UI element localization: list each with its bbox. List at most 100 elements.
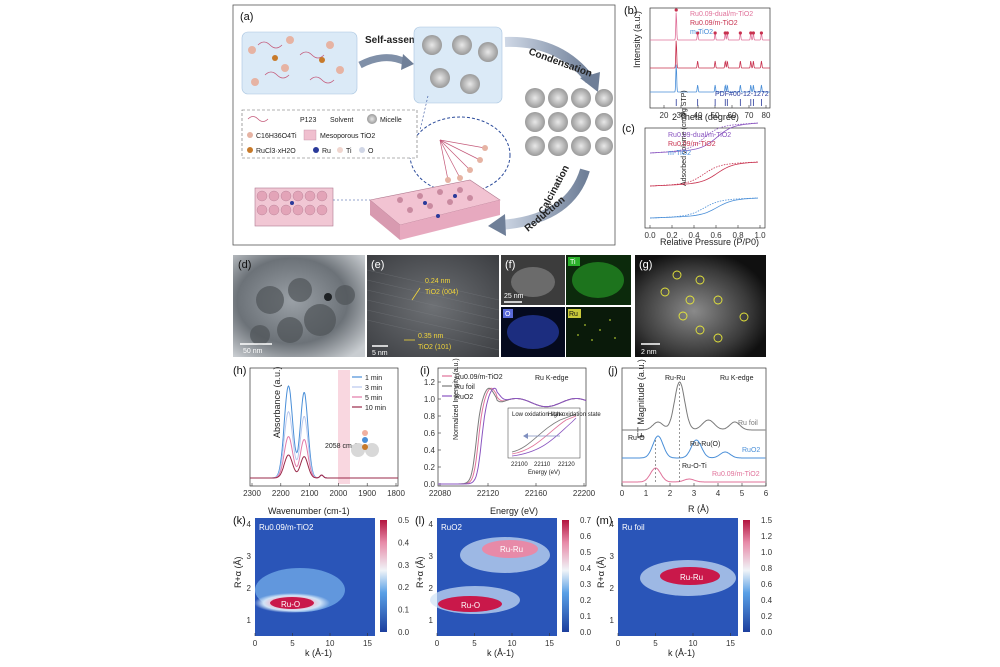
bet-desorption-line <box>649 122 759 154</box>
drifts-legend-2: 3 min <box>365 385 382 392</box>
xanes-xtick-label: 22200 <box>573 489 596 498</box>
drifts-xtick-label: 2200 <box>272 489 290 498</box>
xrd-series-line <box>650 64 770 93</box>
xrd-peak-marker <box>725 31 729 35</box>
panel-b-xrd: (b) Intensity (a.u.) 2 Theta (degree) 20… <box>624 5 771 122</box>
wt-m-colorbar-label: 0.2 <box>761 612 773 621</box>
xanes-series-line <box>438 387 587 485</box>
panel-label-k: (k) <box>233 515 246 527</box>
xrd-xtick-label: 70 <box>745 111 754 120</box>
fringe-label-2: 0.35 nm <box>418 333 443 340</box>
xanes-ytick-label: 0.2 <box>424 463 436 472</box>
legend-micelle: Micelle <box>380 117 402 124</box>
legend-rucl3: RuCl3·xH2O <box>256 148 296 155</box>
legend-solvent: Solvent <box>330 117 353 124</box>
panel-j-exafs: (j) FT Magnitude (a.u.) R (Å) Ru K-edge … <box>608 359 769 514</box>
bet-legend-3: m-TiO2 <box>668 150 691 157</box>
xrd-reference: PDF#00-12-1272 <box>715 91 769 98</box>
xanes-ytick-label: 0.0 <box>424 480 436 489</box>
mesoporous-tio2-slab <box>369 179 501 240</box>
wt-k-xtick-label: 15 <box>363 639 372 648</box>
drifts-xtick-label: 1900 <box>358 489 376 498</box>
xanes-legend: Ru0.09/m-TiO2 Ru foil RuO2 <box>442 374 503 401</box>
wt-l-colorbar-label: 0.0 <box>580 628 592 637</box>
panel-label-e: (e) <box>371 259 384 271</box>
wt-k-colorbar-label: 0.2 <box>398 583 410 592</box>
plane-label-2: TiO2 (101) <box>418 344 451 351</box>
panel-m-wt: (m) Ru foil Ru-Ru 0 5 10 15 1 2 3 4 R+α (Å) k (Å-… <box>596 515 773 658</box>
bet-xtick-label: 0.2 <box>666 231 678 240</box>
exafs-ylabel: FT Magnitude (a.u.) <box>636 359 646 438</box>
panel-a-schematic: (a) Self-assembly Condensation <box>232 4 616 246</box>
xanes-xlabel: Energy (eV) <box>490 506 538 516</box>
xanes-legend-1: Ru0.09/m-TiO2 <box>455 374 503 381</box>
wt-m-ytick-label: 1 <box>610 616 615 625</box>
wt-k-xtick-label: 5 <box>290 639 295 648</box>
wt-m-xtick-label: 15 <box>726 639 735 648</box>
inset-low: Low oxidation state <box>512 412 564 418</box>
wt-l-ytick-label: 4 <box>429 520 434 529</box>
precursor-solution-box <box>241 31 358 95</box>
wt-k-feature: Ru-O <box>281 600 300 609</box>
xrd-peak-marker <box>696 31 700 35</box>
panel-label-f: (f) <box>505 259 515 271</box>
exafs-xtick-label: 5 <box>740 489 745 498</box>
legend-p123: P123 <box>300 117 316 124</box>
wt-k-xtick-label: 10 <box>326 639 335 648</box>
drifts-ylabel: Absorbance (a.u.) <box>272 366 282 438</box>
micelle-zoom <box>409 116 511 194</box>
xanes-ytick-label: 1.2 <box>424 378 436 387</box>
wt-l-map <box>437 518 557 636</box>
xrd-series-line <box>650 40 770 69</box>
bet-ylabel: Adsorbed volume (cm3/g STP) <box>681 90 688 186</box>
wt-k-colorbar-label: 0.4 <box>398 538 410 547</box>
bet-legend-1: Ru0.09-dual/m-TiO2 <box>668 132 731 139</box>
plane-label-1: TiO2 (004) <box>425 289 458 296</box>
wt-m-xlabel: k (Å-1) <box>668 648 695 658</box>
xanes-ytick-label: 0.4 <box>424 446 436 455</box>
drifts-legend-1: 1 min <box>365 375 382 382</box>
panel-label-d: (d) <box>238 259 251 271</box>
panel-label-c: (c) <box>622 123 635 135</box>
arrow-condensation <box>504 36 594 84</box>
wt-l-ylabel: R+α (Å) <box>415 557 425 588</box>
wt-k-ytick-label: 4 <box>247 520 252 529</box>
wt-m-feature: Ru-Ru <box>680 573 703 582</box>
xrd-xtick-label: 80 <box>762 111 771 120</box>
arrow-self-assembly <box>358 54 407 69</box>
band-highlight-2058 <box>338 370 350 484</box>
schematic-legend <box>241 109 418 159</box>
exafs-anno-ru-o: Ru-O <box>628 435 645 442</box>
xrd-peak-marker <box>751 31 755 35</box>
xrd-xtick-label: 20 <box>660 111 669 120</box>
wt-l-sample: RuO2 <box>441 523 462 532</box>
exafs-xtick-label: 6 <box>764 489 769 498</box>
pore-channel-model <box>254 187 370 227</box>
exafs-anno-ru-ru-o: Ru-Ru(O) <box>690 441 720 448</box>
wt-k-colorbar-label: 0.0 <box>398 628 410 637</box>
legend-o: O <box>368 148 374 155</box>
drifts-xtick-label: 2000 <box>330 489 348 498</box>
inset-xlabel: Energy (eV) <box>528 470 560 476</box>
wt-l-colorbar-label: 0.2 <box>580 596 592 605</box>
xrd-xtick-label: 50 <box>711 111 720 120</box>
eds-o-tag: O <box>505 311 511 318</box>
xrd-ylabel: Intensity (a.u.) <box>632 11 642 68</box>
panel-label-b: (b) <box>624 5 637 17</box>
panel-h-drifts: (h) 2058 cm-1 Absorbance (a.u.) Wavenumb… <box>233 365 405 516</box>
wt-l-xtick-label: 5 <box>472 639 477 648</box>
exafs-anno-ru-ru: Ru-Ru <box>665 375 685 382</box>
wt-m-ylabel: R+α (Å) <box>596 557 606 588</box>
wt-m-colorbar-label: 0.8 <box>761 564 773 573</box>
wt-l-xtick-label: 10 <box>508 639 517 648</box>
wt-k-sample: Ru0.09/m-TiO2 <box>259 523 314 532</box>
panel-label-l: (l) <box>415 515 425 527</box>
bet-legend-2: Ru0.09/m-TiO2 <box>668 141 716 148</box>
exafs-xtick-label: 2 <box>668 489 673 498</box>
exafs-series-line <box>622 435 766 459</box>
xrd-legend-1: Ru0.09-dual/m-TiO2 <box>690 11 753 18</box>
wt-l-colorbar-label: 0.5 <box>580 548 592 557</box>
xanes-ylabel: Normalized Intensity (a.u.) <box>453 358 460 440</box>
wt-l-xlabel: k (Å-1) <box>487 648 514 658</box>
bet-xtick-label: 0.8 <box>732 231 744 240</box>
